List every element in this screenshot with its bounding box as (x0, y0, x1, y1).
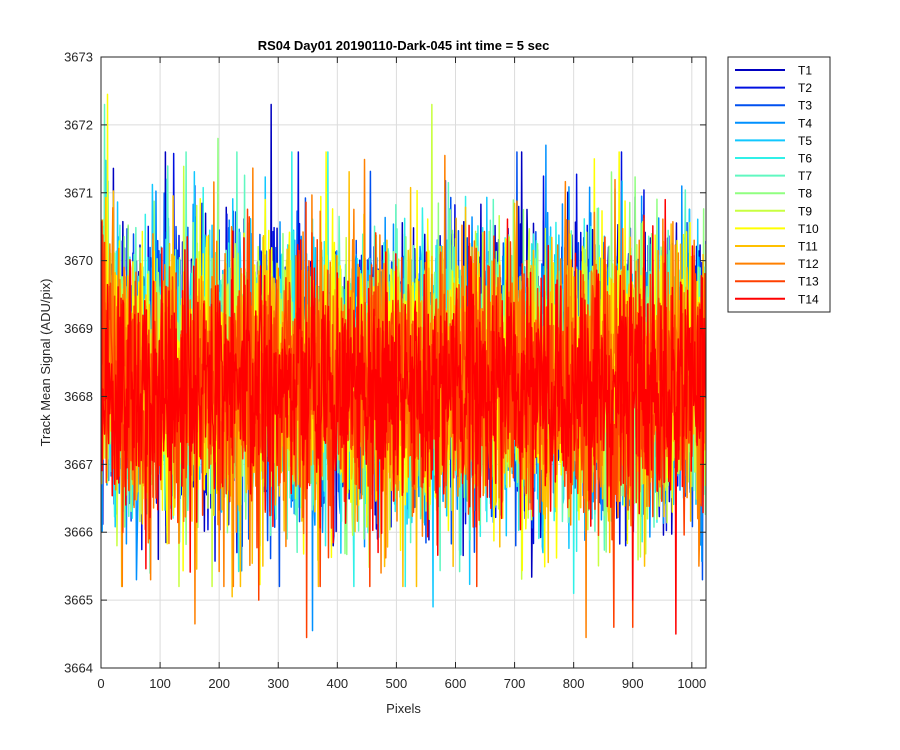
legend-label: T11 (798, 240, 818, 254)
legend-label: T6 (798, 152, 812, 166)
x-tick-label: 800 (563, 676, 585, 691)
legend-label: T9 (798, 204, 812, 218)
x-tick-label: 500 (386, 676, 408, 691)
x-tick-labels: 0 100 200 300 400 500 600 700 800 900 1000 (97, 676, 706, 691)
x-tick-label: 100 (149, 676, 171, 691)
legend-label: T4 (798, 116, 812, 130)
legend-label: T5 (798, 134, 812, 148)
legend-label: T3 (798, 99, 812, 113)
y-tick-label: 3664 (64, 661, 93, 676)
legend-label: T14 (798, 292, 819, 306)
legend-box (727, 56, 831, 313)
x-tick-label: 400 (326, 676, 348, 691)
y-tick-label: 3673 (64, 50, 93, 65)
x-tick-label: 700 (504, 676, 526, 691)
x-tick-label: 1000 (677, 676, 706, 691)
x-tick-label: 900 (622, 676, 644, 691)
legend-label: T7 (798, 169, 812, 183)
y-tick-labels: 3664 3665 3666 3667 3668 3669 3670 3671 3672 3673 (64, 50, 93, 676)
y-tick-label: 3666 (64, 525, 93, 540)
series-lines (101, 93, 706, 639)
legend-label: T12 (798, 257, 819, 271)
y-tick-label: 3665 (64, 593, 93, 608)
series-line-t14 (101, 198, 706, 635)
legend-label: T10 (798, 222, 819, 236)
axis-ticks (100, 56, 706, 669)
y-tick-label: 3671 (64, 185, 93, 200)
legend-label: T13 (798, 275, 819, 289)
legend-label: T2 (798, 81, 812, 95)
x-tick-label: 200 (208, 676, 230, 691)
x-axis-label: Pixels (386, 701, 421, 716)
x-tick-label: 300 (267, 676, 289, 691)
y-tick-label: 3668 (64, 389, 93, 404)
plot-frame (100, 56, 707, 669)
x-tick-label: 600 (445, 676, 467, 691)
legend-label: T8 (798, 187, 812, 201)
legend: T1 T2 T3 T4 T5 T6 T7 T8 T9 T10 T11 T12 T13 T14 (727, 56, 831, 313)
x-tick-label: 0 (97, 676, 104, 691)
y-tick-label: 3667 (64, 457, 93, 472)
y-axis-label: Track Mean Signal (ADU/pix) (38, 279, 53, 447)
legend-label: T1 (798, 64, 812, 78)
y-tick-label: 3669 (64, 321, 93, 336)
y-tick-label: 3670 (64, 253, 93, 268)
chart-title: RS04 Day01 20190110-Dark-045 int time = … (258, 38, 550, 53)
y-tick-label: 3672 (64, 117, 93, 132)
